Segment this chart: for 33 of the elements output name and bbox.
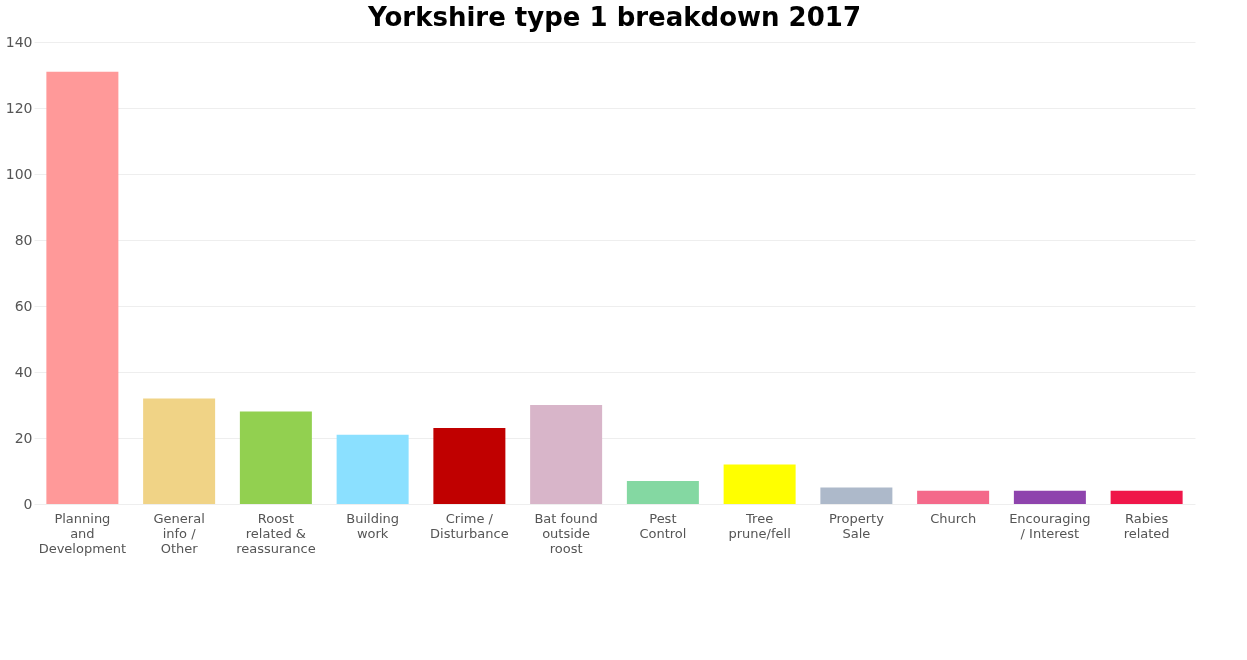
x-tick-label: Crime / Disturbance	[430, 510, 509, 541]
x-tick-label: General info / Other	[153, 510, 205, 556]
chart-title: Yorkshire type 1 breakdown 2017	[367, 2, 861, 32]
x-tick-label: Encouraging / Interest	[1009, 510, 1091, 541]
bar	[46, 71, 119, 504]
bar	[626, 480, 699, 504]
y-tick-label: 100	[5, 165, 33, 182]
bar	[143, 398, 216, 504]
y-tick-label: 140	[5, 33, 33, 50]
bar	[723, 464, 796, 504]
bar	[336, 434, 409, 504]
x-tick-label: Building work	[346, 510, 399, 541]
y-tick-label: 120	[5, 99, 33, 116]
y-tick-label: 0	[23, 495, 33, 512]
y-tick-label: 20	[14, 429, 33, 446]
x-tick-label: Rabies related	[1123, 510, 1170, 541]
y-tick-label: 80	[14, 231, 33, 248]
x-tick-label: Pest Control	[639, 510, 687, 541]
x-tick-label: Property Sale	[828, 510, 885, 541]
x-tick-label: Church	[930, 510, 977, 526]
bar	[1110, 490, 1183, 504]
bar	[530, 405, 603, 504]
bar	[917, 490, 990, 504]
bar	[1013, 490, 1086, 504]
bar	[239, 411, 312, 504]
bar	[433, 428, 506, 504]
y-tick-label: 60	[14, 297, 33, 314]
bar	[820, 487, 893, 504]
y-tick-label: 40	[14, 363, 33, 380]
x-tick-label: Roost related & reassurance	[236, 510, 316, 556]
x-tick-label: Tree prune/fell	[728, 510, 791, 541]
x-tick-label: Bat found outside roost	[534, 510, 598, 556]
x-tick-label: Planning and Development	[38, 510, 127, 556]
